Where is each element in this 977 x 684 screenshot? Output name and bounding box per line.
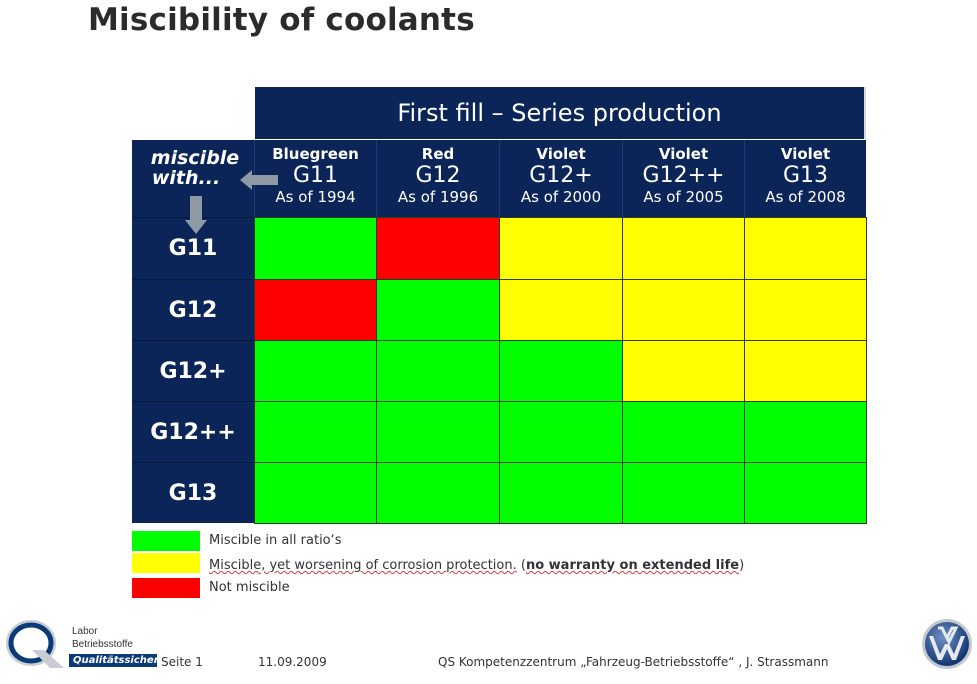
column-header-since: As of 2005 (643, 188, 724, 206)
column-header-code: G12 (415, 163, 461, 188)
matrix-cell-green (499, 340, 623, 402)
matrix-cell-green (254, 401, 377, 463)
column-header-color-name: Violet (780, 145, 831, 163)
matrix-cell-yellow (499, 217, 623, 280)
matrix-cell-green (254, 340, 377, 402)
vw-logo-icon (922, 619, 972, 669)
footer-logo-line2: Betriebsstoffe (72, 639, 133, 650)
matrix-cell-green (376, 340, 500, 402)
column-header-since: As of 1996 (397, 188, 479, 206)
column-header-code: G13 (782, 163, 829, 188)
column-header: Violet G13 As of 2008 (744, 140, 866, 217)
page-title: Miscibility of coolants (88, 2, 475, 38)
row-header: G12+ (132, 340, 254, 401)
matrix-cell-yellow (622, 279, 745, 341)
legend-yellow-close: ) (739, 558, 745, 573)
legend-text-green: Miscible in all ratio‘s (209, 533, 342, 548)
arrow-left-icon (240, 170, 278, 190)
footer-logo-badge: Qualitätssicherung (69, 654, 180, 667)
q-logo-icon (6, 620, 64, 668)
matrix-cell-green (499, 401, 623, 463)
matrix-cell-green (376, 279, 500, 341)
matrix-cell-green (622, 401, 745, 463)
footer-center-text: QS Kompetenzzentrum „Fahrzeug-Betriebsst… (438, 655, 829, 669)
column-header-code: G12+ (529, 163, 593, 188)
matrix-cell-green (254, 217, 377, 280)
matrix-cell-yellow (744, 217, 867, 280)
column-header: Red G12 As of 1996 (376, 140, 499, 217)
matrix-cell-green (622, 462, 745, 524)
legend-swatch-green (132, 531, 200, 551)
corner-label-line2: with... (151, 167, 221, 189)
matrix-cell-yellow (499, 279, 623, 341)
row-header: G13 (132, 462, 254, 523)
legend-yellow-main: Miscible, yet worsening of corrosion pro… (209, 558, 517, 573)
matrix-cell-red (376, 217, 500, 280)
column-header-since: As of 1994 (275, 188, 356, 206)
column-header-since: As of 2008 (765, 188, 846, 206)
corner-label: miscible with... (140, 148, 250, 188)
matrix-cell-yellow (744, 279, 867, 341)
matrix-cell-red (254, 279, 377, 341)
legend-swatch-red (132, 578, 200, 598)
column-header-since: As of 2000 (520, 188, 602, 206)
legend-swatch-yellow (132, 553, 200, 573)
footer-date: 11.09.2009 (258, 655, 327, 669)
matrix-cell-green (744, 462, 867, 524)
column-header: Violet G12++ As of 2005 (622, 140, 744, 217)
corner-label-line1: miscible (150, 147, 240, 169)
column-header-color-name: Red (421, 145, 455, 163)
legend-yellow-bold: no warranty on extended life (525, 558, 740, 573)
row-header: G11 (132, 217, 254, 279)
legend-yellow-open: ( (516, 558, 526, 573)
row-header: G12++ (132, 401, 254, 462)
footer-logo-line1: Labor (72, 626, 98, 637)
matrix-cell-yellow (622, 340, 745, 402)
row-header: G12 (132, 279, 254, 340)
matrix-cell-green (376, 401, 500, 463)
footer-page: Seite 1 (161, 655, 203, 669)
column-header-color-name: Violet (658, 145, 709, 163)
super-header: First fill – Series production (255, 87, 866, 139)
column-header-code: G12++ (642, 163, 725, 188)
matrix-cell-yellow (622, 217, 745, 280)
matrix-cell-yellow (744, 340, 867, 402)
matrix-cell-green (376, 462, 500, 524)
column-header-color-name: Bluegreen (272, 145, 359, 163)
matrix-cell-green (499, 462, 623, 524)
column-header: Violet G12+ As of 2000 (499, 140, 622, 217)
column-header-code: G11 (292, 163, 339, 188)
column-header-color-name: Violet (536, 145, 586, 163)
matrix-cell-green (744, 401, 867, 463)
matrix-cell-green (254, 462, 377, 524)
arrow-down-icon (185, 196, 207, 234)
column-header: Bluegreen G11 As of 1994 (254, 140, 376, 217)
legend-text-yellow: Miscible, yet worsening of corrosion pro… (209, 558, 744, 573)
legend-text-red: Not miscible (209, 580, 290, 595)
